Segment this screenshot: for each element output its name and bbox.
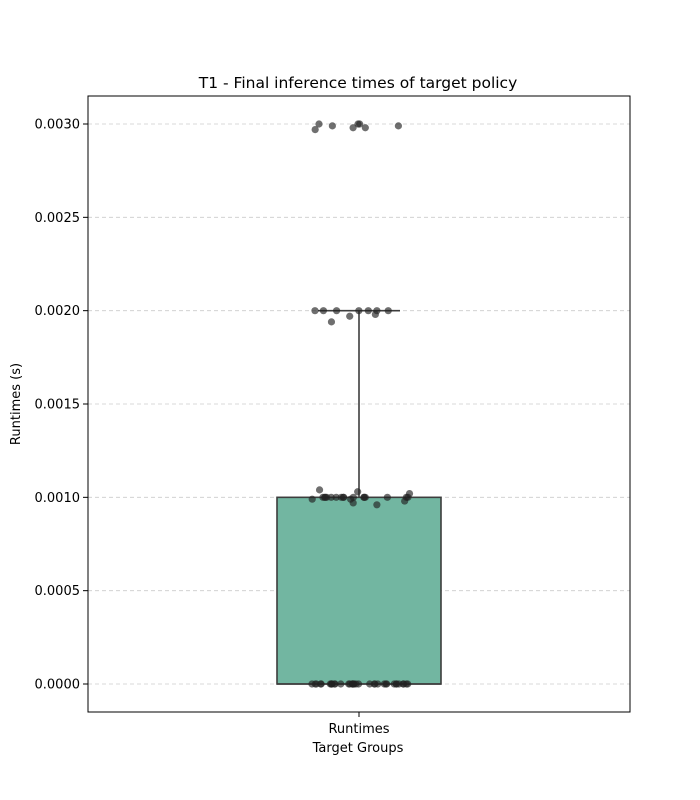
data-point (364, 307, 372, 315)
data-point (356, 120, 364, 128)
y-tick-label: 0.0005 (35, 584, 81, 599)
data-point (315, 120, 323, 128)
data-point (317, 680, 325, 688)
point-layer (308, 120, 414, 688)
data-point (361, 124, 369, 132)
data-point (337, 680, 345, 688)
chart-title: T1 - Final inference times of target pol… (198, 74, 518, 92)
y-tick-label: 0.0030 (35, 118, 81, 133)
data-point (332, 307, 341, 315)
data-point (315, 486, 324, 494)
data-point (308, 680, 316, 688)
data-point (349, 493, 357, 501)
data-point (311, 126, 319, 134)
y-tick-label: 0.0010 (35, 491, 81, 506)
data-point (332, 493, 340, 501)
data-point (328, 122, 336, 130)
data-point (383, 493, 391, 501)
data-point (308, 495, 316, 503)
y-tick-label: 0.0015 (35, 398, 81, 413)
data-point (360, 493, 368, 501)
data-point (399, 680, 407, 688)
data-point (392, 680, 401, 688)
grid-layer (88, 123, 630, 685)
x-axis-title: Target Groups (312, 741, 404, 756)
data-point (327, 493, 335, 501)
data-point (383, 680, 391, 688)
data-point (354, 488, 362, 496)
data-point (319, 493, 327, 501)
data-point (384, 307, 392, 315)
data-point (373, 501, 381, 509)
x-tick-label: Runtimes (328, 722, 389, 737)
axis-layer: 0.0000 0.0005 0.0010 0.0015 0.0020 0.0025 0.00… (35, 95, 631, 737)
y-tick-label: 0.0000 (35, 678, 81, 693)
data-point (349, 680, 357, 688)
data-point (339, 493, 348, 501)
y-axis-title: Runtimes (s) (9, 363, 24, 445)
data-point (370, 680, 378, 688)
box-layer (276, 309, 442, 685)
data-point (327, 318, 336, 326)
data-point (319, 307, 328, 315)
iqr-box (276, 496, 442, 685)
data-point (394, 122, 403, 130)
data-point (349, 124, 357, 132)
y-tick-label: 0.0025 (35, 211, 81, 226)
y-tick-label: 0.0020 (35, 304, 81, 319)
data-point (331, 680, 339, 688)
data-point (311, 307, 319, 315)
data-point (355, 307, 363, 315)
data-point (373, 307, 381, 315)
data-point (346, 312, 354, 320)
data-point (405, 490, 414, 498)
